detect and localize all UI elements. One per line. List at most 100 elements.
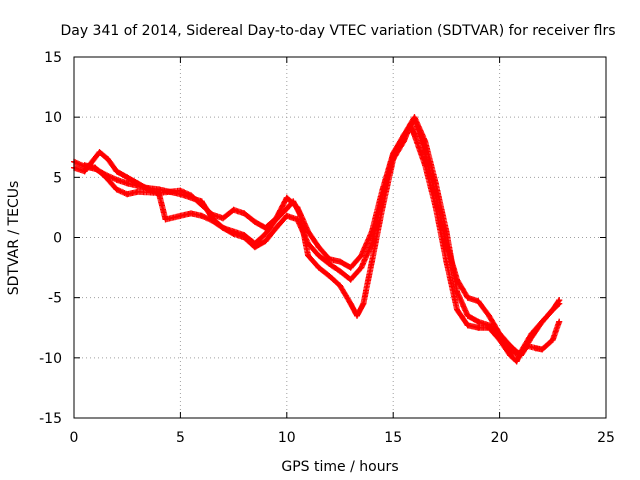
data-point <box>273 215 280 222</box>
data-point <box>134 180 141 187</box>
data-point <box>134 188 141 195</box>
data-point <box>532 345 539 352</box>
data-point <box>485 322 492 329</box>
data-point <box>315 252 322 259</box>
data-point <box>549 306 556 313</box>
data-point <box>368 228 375 235</box>
data-point <box>262 230 269 237</box>
data-point <box>198 212 205 219</box>
data-point <box>422 150 429 157</box>
data-point <box>475 298 482 305</box>
data-point <box>124 191 131 198</box>
data-point <box>347 300 354 307</box>
data-point <box>209 211 216 218</box>
data-point <box>219 224 226 231</box>
data-point <box>283 205 290 212</box>
data-point <box>209 217 216 224</box>
y-tick-label: 0 <box>53 231 62 247</box>
data-point <box>360 300 367 307</box>
data-point <box>113 186 120 193</box>
y-tick-label: 15 <box>44 50 62 66</box>
data-point <box>464 322 471 329</box>
series-track-b <box>71 114 563 359</box>
data-point <box>102 174 109 181</box>
data-point <box>124 180 131 187</box>
data-point <box>454 288 461 295</box>
data-point <box>219 215 226 222</box>
data-point <box>294 216 301 223</box>
data-point <box>358 252 365 259</box>
y-tick-label: 5 <box>53 170 62 186</box>
data-point <box>507 342 514 349</box>
data-point <box>507 348 514 355</box>
data-point <box>241 210 248 217</box>
data-point <box>251 218 258 225</box>
series-track-c <box>81 116 563 359</box>
y-tick-label: -5 <box>48 291 62 307</box>
chart-title: Day 341 of 2014, Sidereal Day-to-day VTE… <box>60 23 615 39</box>
x-tick-label: 20 <box>491 430 509 446</box>
data-point <box>454 276 461 283</box>
data-point <box>347 264 354 271</box>
data-point <box>549 336 556 343</box>
data-point <box>390 150 397 157</box>
data-point <box>124 174 131 181</box>
data-point <box>262 238 269 245</box>
data-point <box>305 228 312 235</box>
data-point <box>81 168 88 175</box>
data-point <box>162 216 169 223</box>
data-point <box>432 192 439 199</box>
data-point <box>443 240 450 247</box>
data-point <box>475 324 482 331</box>
x-tick-label: 15 <box>384 430 402 446</box>
data-point <box>539 318 546 325</box>
axis-ticks: 0 5 10 15 20 25 -15 -10 -5 0 5 10 15 <box>39 50 615 446</box>
data-point <box>294 204 301 211</box>
data-point <box>539 346 546 353</box>
data-point <box>464 294 471 301</box>
data-point <box>411 116 418 123</box>
x-tick-label: 10 <box>278 430 296 446</box>
data-point <box>283 212 290 219</box>
data-point <box>188 210 195 217</box>
data-point <box>358 264 365 271</box>
data-point <box>443 258 450 265</box>
data-point <box>177 187 184 194</box>
data-point <box>113 168 120 175</box>
grid <box>74 57 606 418</box>
data-point <box>517 352 524 359</box>
data-point <box>326 256 333 263</box>
data-point <box>496 330 503 337</box>
y-tick-label: -15 <box>39 411 62 427</box>
data-point <box>400 132 407 139</box>
data-point <box>485 312 492 319</box>
y-tick-label: 10 <box>44 110 62 126</box>
data-point <box>262 224 269 231</box>
data-point <box>422 138 429 145</box>
data-point <box>198 202 205 209</box>
data-point <box>92 164 99 171</box>
data-point <box>177 212 184 219</box>
x-axis-label: GPS time / hours <box>281 459 398 475</box>
data-point <box>315 264 322 271</box>
data-point <box>81 162 88 169</box>
data-point <box>556 318 563 325</box>
data-point <box>241 234 248 241</box>
data-point <box>230 230 237 237</box>
data-point <box>326 273 333 280</box>
x-tick-label: 0 <box>70 430 79 446</box>
marker-trail <box>71 114 563 359</box>
data-point <box>528 334 535 341</box>
data-point <box>273 224 280 231</box>
data-point <box>337 258 343 265</box>
data-point <box>475 318 482 325</box>
data-point <box>556 300 563 307</box>
data-point <box>105 156 112 163</box>
data-point <box>96 149 103 156</box>
data-point <box>454 306 461 313</box>
data-point <box>379 186 386 193</box>
data-point <box>305 252 312 259</box>
data-point <box>337 282 343 289</box>
data-point <box>368 240 375 247</box>
